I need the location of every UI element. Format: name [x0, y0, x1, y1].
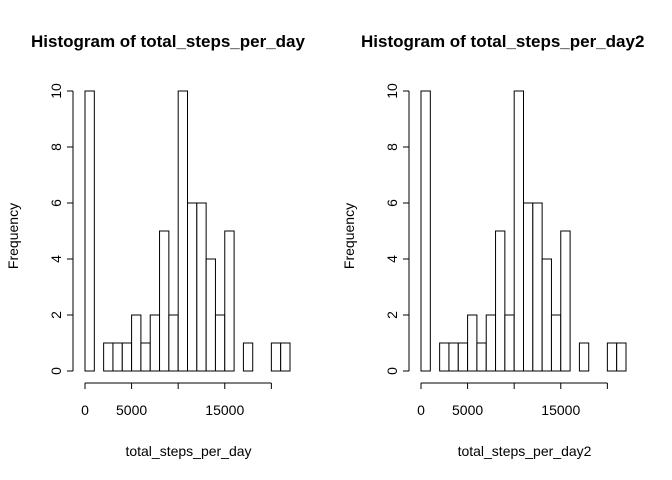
y-tick-label: 2 [48, 311, 64, 319]
x-tick-label: 0 [417, 402, 425, 418]
x-tick-label: 15000 [541, 402, 580, 418]
histogram-bar [112, 342, 123, 372]
y-axis-label: Frequency [341, 203, 357, 269]
x-tick-label: 5000 [452, 402, 483, 418]
y-tick-label: 8 [48, 143, 64, 151]
x-tick-label: 0 [81, 402, 89, 418]
chart-title: Histogram of total_steps_per_day [31, 32, 306, 51]
histogram-bar [159, 230, 170, 372]
histogram-panel-left: Histogram of total_steps_per_day 0 2 4 6 8 10 0… [5, 32, 306, 459]
chart-title: Histogram of total_steps_per_day2 [361, 32, 644, 51]
y-axis-label: Frequency [5, 203, 21, 269]
histogram-bar [196, 202, 207, 372]
histogram-bar [495, 230, 506, 372]
histogram-bar [84, 90, 95, 372]
histogram-bar [214, 314, 226, 372]
y-tick-label: 0 [384, 367, 400, 375]
histogram-bar [140, 342, 151, 372]
x-axis-label: total_steps_per_day2 [458, 443, 592, 459]
histogram-bar [448, 342, 459, 372]
histogram-bar [541, 258, 552, 372]
y-tick-label: 10 [48, 83, 64, 99]
histogram-bar [280, 342, 291, 372]
y-tick-label: 2 [384, 311, 400, 319]
histogram-bar [177, 90, 189, 372]
histogram-bar [467, 314, 478, 372]
y-tick-label: 6 [48, 199, 64, 207]
histogram-bar [420, 90, 431, 372]
histogram-bar [168, 314, 179, 372]
histogram-bar [476, 342, 487, 372]
histogram-bar [149, 314, 161, 372]
histogram-bar [270, 342, 282, 372]
histogram-bar [513, 90, 525, 372]
histogram-bar [439, 342, 450, 372]
x-tick-label: 5000 [116, 402, 147, 418]
histogram-bar [457, 342, 469, 372]
histogram-bar [560, 230, 571, 372]
histogram-bar [578, 342, 590, 372]
histogram-bar [131, 314, 142, 372]
histogram-panel-right: Histogram of total_steps_per_day2 0 2 4 6 8 10… [341, 32, 644, 459]
histogram-bar [121, 342, 133, 372]
histogram-bar [523, 202, 534, 372]
histogram-bar [532, 202, 543, 372]
histogram-bar [550, 314, 562, 372]
histogram-bar [606, 342, 618, 372]
histogram-bar [187, 202, 198, 372]
x-axis-label: total_steps_per_day [125, 443, 251, 459]
y-tick-label: 8 [384, 143, 400, 151]
y-tick-label: 4 [384, 255, 400, 263]
histogram-bar [103, 342, 114, 372]
histogram-bar [616, 342, 627, 372]
histogram-bar [224, 230, 235, 372]
histogram-bar [504, 314, 515, 372]
y-tick-label: 0 [48, 367, 64, 375]
histogram-bar [242, 342, 254, 372]
x-tick-label: 15000 [205, 402, 244, 418]
histogram-bar [205, 258, 216, 372]
histogram-bar [485, 314, 497, 372]
y-tick-label: 4 [48, 255, 64, 263]
y-tick-label: 10 [384, 83, 400, 99]
y-tick-label: 6 [384, 199, 400, 207]
